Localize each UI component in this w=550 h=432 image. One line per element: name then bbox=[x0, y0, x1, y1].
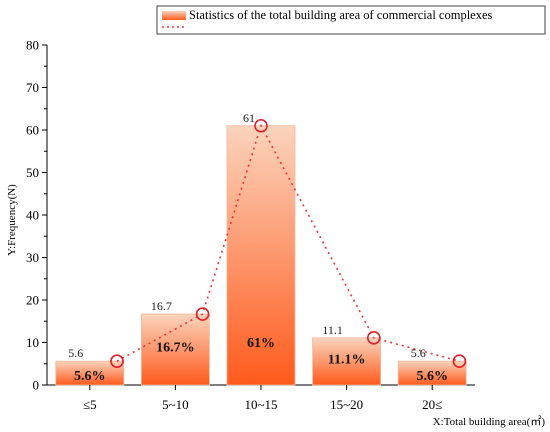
line-marker bbox=[195, 307, 210, 321]
legend-bar-swatch bbox=[162, 11, 186, 20]
x-tick-label: 10~15 bbox=[244, 397, 277, 412]
y-tick-label: 80 bbox=[26, 38, 39, 53]
legend-box bbox=[156, 5, 546, 35]
trend-line bbox=[116, 123, 460, 362]
percent-label: 5.6% bbox=[74, 369, 106, 384]
line-marker bbox=[452, 354, 467, 369]
legend-label: Statistics of the total building area of… bbox=[189, 8, 493, 22]
data-label: 5.6 bbox=[411, 346, 426, 360]
x-tick-label: 20≤ bbox=[422, 397, 442, 412]
y-tick-label: 40 bbox=[26, 208, 39, 223]
x-tick-label: 15~20 bbox=[330, 397, 363, 412]
legend: Statistics of the total building area of… bbox=[156, 5, 546, 35]
bar bbox=[140, 313, 210, 386]
plot-area: 0 10 20 30 40 50 60 70 80 ≤5 5~10 10~15 15~20 20≤ 5.6 1… bbox=[26, 38, 475, 412]
y-tick-label: 30 bbox=[26, 250, 39, 265]
x-tick-label: ≤5 bbox=[83, 397, 97, 412]
y-tick-label: 50 bbox=[26, 165, 39, 180]
y-tick-label: 0 bbox=[33, 378, 40, 393]
percent-label: 16.7% bbox=[156, 341, 195, 356]
data-label: 16.7 bbox=[151, 299, 172, 313]
y-axis-title: Y:Frequency(N) bbox=[6, 184, 18, 256]
bar bbox=[312, 337, 382, 386]
data-label: 61 bbox=[243, 111, 255, 125]
y-tick-label: 60 bbox=[26, 123, 39, 138]
data-label: 5.6 bbox=[68, 346, 83, 360]
x-axis-title: X:Total building area(㎡) bbox=[433, 415, 546, 428]
line-marker bbox=[254, 118, 268, 133]
y-tick-label: 10 bbox=[26, 335, 39, 350]
percent-label: 5.6% bbox=[416, 369, 448, 384]
data-label: 11.1 bbox=[322, 323, 343, 337]
percent-label: 11.1% bbox=[328, 352, 366, 367]
percent-label: 61% bbox=[247, 336, 275, 351]
line-marker bbox=[110, 354, 124, 369]
x-tick-label: 5~10 bbox=[162, 397, 189, 412]
line-marker bbox=[366, 331, 381, 345]
y-tick-label: 70 bbox=[26, 80, 39, 95]
y-tick-label: 20 bbox=[26, 293, 39, 308]
